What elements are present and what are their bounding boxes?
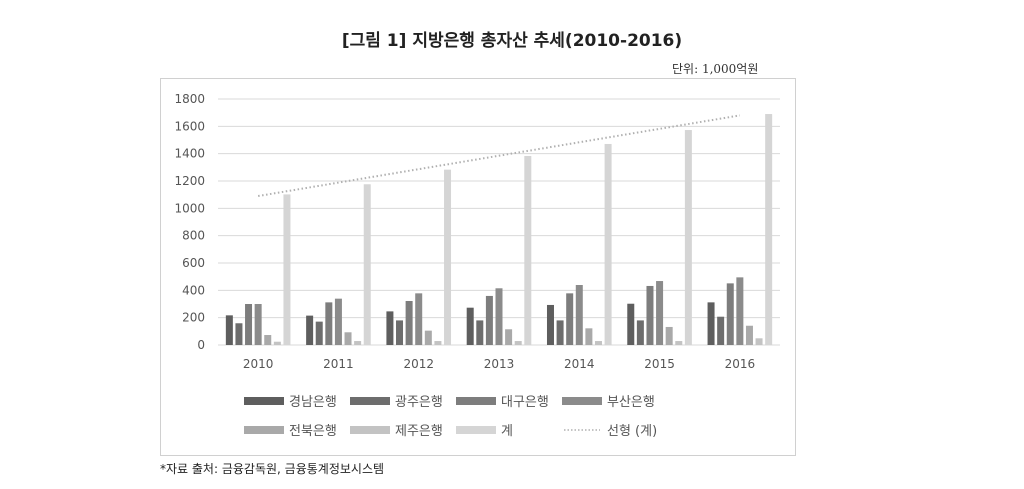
bar-광주은행-2011 <box>315 321 323 345</box>
bar-계-2010 <box>283 194 291 345</box>
legend-swatch <box>244 426 284 434</box>
bar-대구은행-2014 <box>566 293 574 345</box>
y-tick-label: 600 <box>182 256 205 270</box>
chart-frame <box>160 78 796 456</box>
bar-전북은행-2010 <box>264 335 272 345</box>
bar-전북은행-2015 <box>665 326 673 345</box>
bar-계-2015 <box>684 130 692 345</box>
bar-경남은행-2011 <box>306 315 314 345</box>
bar-부산은행-2014 <box>575 285 583 345</box>
legend-label: 제주은행 <box>395 423 443 439</box>
bar-계-2012 <box>444 169 452 345</box>
bar-계-2016 <box>765 114 773 346</box>
bar-부산은행-2016 <box>736 277 744 345</box>
source-note: *자료 출처: 금융감독원, 금융통계정보시스템 <box>160 462 385 476</box>
bar-제주은행-2012 <box>434 341 442 345</box>
x-tick-label: 2010 <box>243 357 274 371</box>
legend-swatch <box>562 397 602 405</box>
bar-광주은행-2015 <box>636 320 644 345</box>
bar-부산은행-2013 <box>495 288 503 345</box>
trendline <box>257 114 741 198</box>
bar-광주은행-2013 <box>476 320 484 345</box>
unit-label: 단위: 1,000억원 <box>672 62 759 76</box>
bar-광주은행-2014 <box>556 320 564 345</box>
bar-제주은행-2015 <box>675 341 683 345</box>
legend-swatch <box>456 397 496 405</box>
y-tick-label: 800 <box>182 229 205 243</box>
bar-계-2013 <box>524 155 532 345</box>
bar-경남은행-2016 <box>707 302 715 345</box>
y-tick-label: 1200 <box>174 174 205 188</box>
bar-경남은행-2013 <box>466 307 474 345</box>
x-tick-label: 2016 <box>725 357 756 371</box>
bar-대구은행-2016 <box>726 283 734 345</box>
bar-대구은행-2012 <box>405 300 413 345</box>
x-tick-label: 2011 <box>323 357 354 371</box>
bar-경남은행-2015 <box>627 303 635 345</box>
bar-전북은행-2012 <box>424 330 432 345</box>
bar-부산은행-2015 <box>656 281 664 345</box>
bar-경남은행-2010 <box>225 315 233 345</box>
legend-label: 경남은행 <box>289 394 337 410</box>
bar-대구은행-2013 <box>485 295 493 345</box>
bar-대구은행-2015 <box>646 285 654 345</box>
bar-제주은행-2013 <box>514 341 522 345</box>
bar-전북은행-2014 <box>585 328 593 345</box>
bar-계-2011 <box>363 184 371 345</box>
legend-label: 부산은행 <box>607 394 655 410</box>
legend-swatch <box>350 426 390 434</box>
y-tick-label: 200 <box>182 311 205 325</box>
bar-경남은행-2014 <box>546 304 554 345</box>
bar-대구은행-2010 <box>245 304 253 345</box>
legend-swatch <box>456 426 496 434</box>
legend-swatch <box>350 397 390 405</box>
bar-전북은행-2011 <box>344 332 352 345</box>
bar-광주은행-2016 <box>717 316 725 345</box>
bar-제주은행-2016 <box>755 338 763 345</box>
bar-제주은행-2011 <box>354 341 362 345</box>
bar-경남은행-2012 <box>386 311 394 345</box>
bar-제주은행-2014 <box>594 341 602 345</box>
legend-label: 계 <box>501 424 513 439</box>
legend-label: 대구은행 <box>501 394 549 410</box>
bar-부산은행-2010 <box>254 304 262 345</box>
legend-swatch <box>244 397 284 405</box>
x-tick-label: 2013 <box>484 357 515 371</box>
bar-전북은행-2013 <box>505 329 513 345</box>
y-tick-label: 1600 <box>174 119 205 133</box>
bar-부산은행-2012 <box>415 293 423 345</box>
bar-계-2014 <box>604 143 612 345</box>
chart-title: [그림 1] 지방은행 총자산 추세(2010-2016) <box>341 31 683 51</box>
y-tick-label: 1800 <box>174 92 205 106</box>
x-tick-label: 2012 <box>403 357 434 371</box>
y-tick-label: 0 <box>197 338 205 352</box>
x-tick-label: 2014 <box>564 357 595 371</box>
legend-label: 광주은행 <box>395 394 443 410</box>
bar-제주은행-2010 <box>273 341 281 345</box>
y-tick-label: 1000 <box>174 201 205 215</box>
y-tick-label: 400 <box>182 283 205 297</box>
x-tick-label: 2015 <box>644 357 675 371</box>
legend-label: 전북은행 <box>289 423 337 439</box>
bar-전북은행-2016 <box>745 325 753 345</box>
bar-부산은행-2011 <box>334 298 342 345</box>
bar-대구은행-2011 <box>325 302 333 345</box>
y-tick-label: 1400 <box>174 147 205 161</box>
bar-광주은행-2012 <box>396 320 404 345</box>
bar-광주은행-2010 <box>235 323 243 345</box>
legend-label: 선형 (계) <box>607 424 657 439</box>
